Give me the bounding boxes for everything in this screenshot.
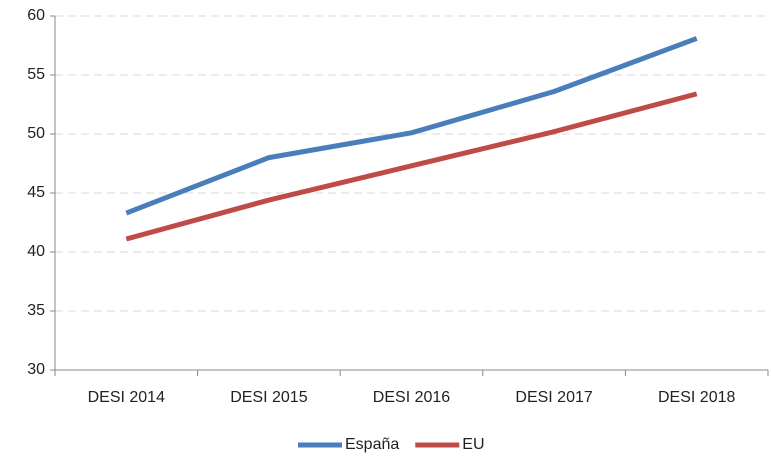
y-tick-label: 60 [27,7,45,24]
x-tick-label: DESI 2017 [515,389,592,406]
y-tick-label: 35 [27,302,45,319]
series-line [125,36,698,216]
y-tick-label: 55 [27,66,45,83]
x-tick-label: DESI 2018 [658,389,735,406]
legend-label: España [345,436,399,453]
x-tick-label: DESI 2014 [88,389,165,406]
y-tick-label: 40 [27,243,45,260]
x-tick-label: DESI 2016 [373,389,450,406]
legend-label: EU [462,436,484,453]
series-line [125,91,698,242]
x-tick-label: DESI 2015 [230,389,307,406]
y-tick-label: 30 [27,361,45,378]
y-tick-label: 50 [27,125,45,142]
y-tick-label: 45 [27,184,45,201]
